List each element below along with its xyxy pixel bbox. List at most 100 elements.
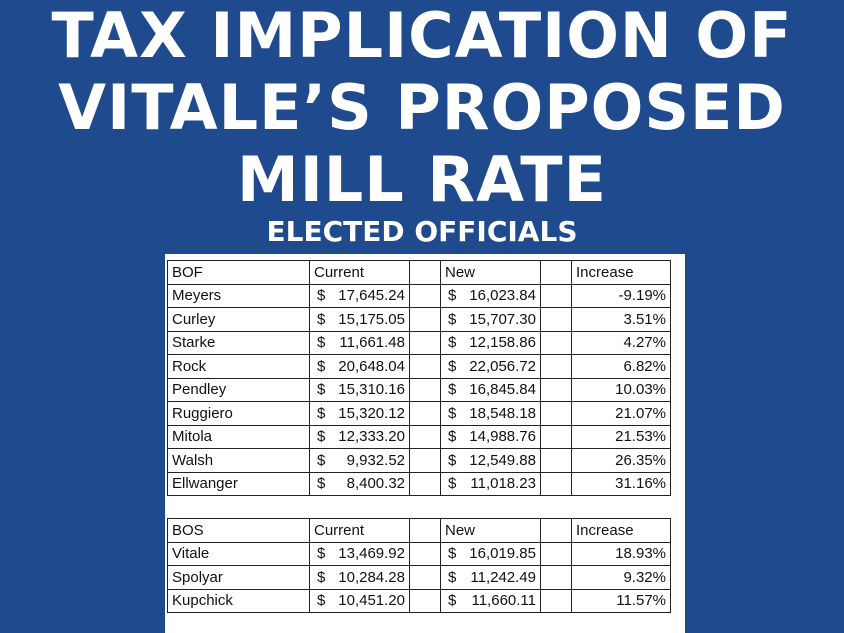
- new-value: 11,018.23: [470, 475, 536, 493]
- table-row: Vitale $13,469.92 $16,019.85 18.93%: [167, 541, 671, 566]
- increase-cell: 26.35%: [571, 448, 671, 473]
- currency-symbol: $: [448, 381, 457, 399]
- current-cell: $15,175.05: [309, 307, 410, 332]
- current-value: 13,469.92: [338, 545, 405, 563]
- empty-cell: [571, 495, 671, 519]
- table-row: Meyers $17,645.24 $16,023.84 -9.19%: [167, 283, 671, 308]
- empty-cell: [540, 307, 572, 332]
- increase-cell: 11.57%: [571, 588, 671, 613]
- spacer-row: [167, 495, 671, 519]
- current-cell: $10,284.28: [309, 565, 410, 590]
- header-cell: Increase: [571, 518, 671, 543]
- name-cell: Curley: [167, 307, 310, 332]
- current-cell: $11,661.48: [309, 330, 410, 355]
- current-value: 17,645.24: [338, 287, 405, 305]
- table-row: Mitola $12,333.20 $14,988.76 21.53%: [167, 424, 671, 449]
- current-value: 15,310.16: [338, 381, 405, 399]
- empty-cell: [540, 283, 572, 308]
- header-cell: New: [440, 260, 541, 285]
- currency-symbol: $: [317, 592, 326, 610]
- empty-cell: [540, 541, 572, 566]
- current-value: 15,320.12: [338, 404, 405, 422]
- current-cell: $9,932.52: [309, 448, 410, 473]
- current-cell: $15,320.12: [309, 401, 410, 426]
- empty-cell: [409, 588, 441, 613]
- table-row: Ruggiero $15,320.12 $18,548.18 21.07%: [167, 401, 671, 426]
- name-cell: Mitola: [167, 424, 310, 449]
- currency-symbol: $: [317, 545, 326, 563]
- new-cell: $14,988.76: [440, 424, 541, 449]
- table-row: Ellwanger $8,400.32 $11,018.23 31.16%: [167, 471, 671, 496]
- name-cell: Pendley: [167, 377, 310, 402]
- empty-cell: [540, 377, 572, 402]
- currency-symbol: $: [317, 568, 326, 586]
- currency-symbol: $: [317, 451, 326, 469]
- currency-symbol: $: [448, 428, 457, 446]
- empty-cell: [540, 330, 572, 355]
- currency-symbol: $: [448, 568, 457, 586]
- empty-cell: [540, 354, 572, 379]
- current-value: 10,451.20: [338, 592, 405, 610]
- currency-symbol: $: [317, 381, 326, 399]
- name-cell: Vitale: [167, 541, 310, 566]
- header-cell: BOF: [167, 260, 310, 285]
- new-cell: $16,845.84: [440, 377, 541, 402]
- header-cell: New: [440, 518, 541, 543]
- table-row: Pendley $15,310.16 $16,845.84 10.03%: [167, 377, 671, 402]
- name-cell: Ellwanger: [167, 471, 310, 496]
- current-value: 20,648.04: [338, 357, 405, 375]
- empty-cell: [540, 424, 572, 449]
- currency-symbol: $: [317, 357, 326, 375]
- empty-cell: [409, 424, 441, 449]
- current-value: 9,932.52: [346, 451, 405, 469]
- table-row: Spolyar $10,284.28 $11,242.49 9.32%: [167, 565, 671, 590]
- new-cell: $15,707.30: [440, 307, 541, 332]
- increase-cell: 6.82%: [571, 354, 671, 379]
- new-value: 11,242.49: [470, 568, 536, 586]
- current-cell: $8,400.32: [309, 471, 410, 496]
- currency-symbol: $: [317, 404, 326, 422]
- title-line-2: VITALE’S PROPOSED: [58, 71, 786, 144]
- new-value: 22,056.72: [469, 357, 536, 375]
- current-cell: $13,469.92: [309, 541, 410, 566]
- currency-symbol: $: [317, 475, 326, 493]
- new-cell: $16,019.85: [440, 541, 541, 566]
- header-cell: BOS: [167, 518, 310, 543]
- empty-cell: [409, 307, 441, 332]
- empty-cell: [409, 495, 441, 519]
- new-cell: $22,056.72: [440, 354, 541, 379]
- current-cell: $17,645.24: [309, 283, 410, 308]
- increase-cell: -9.19%: [571, 283, 671, 308]
- table-row: Kupchick $10,451.20 $11,660.11 11.57%: [167, 588, 671, 613]
- empty-cell: [309, 495, 410, 519]
- currency-symbol: $: [317, 334, 326, 352]
- currency-symbol: $: [448, 334, 457, 352]
- name-cell: Rock: [167, 354, 310, 379]
- currency-symbol: $: [448, 451, 457, 469]
- empty-cell: [409, 401, 441, 426]
- empty-cell: [167, 495, 310, 519]
- current-cell: $15,310.16: [309, 377, 410, 402]
- title-line-1: TAX IMPLICATION OF: [51, 0, 793, 72]
- new-cell: $16,023.84: [440, 283, 541, 308]
- currency-symbol: $: [448, 592, 457, 610]
- currency-symbol: $: [317, 310, 326, 328]
- increase-cell: 21.07%: [571, 401, 671, 426]
- current-value: 11,661.48: [339, 334, 405, 352]
- name-cell: Kupchick: [167, 588, 310, 613]
- new-value: 18,548.18: [469, 404, 536, 422]
- empty-cell: [440, 495, 541, 519]
- currency-symbol: $: [448, 545, 457, 563]
- increase-cell: 18.93%: [571, 541, 671, 566]
- header-cell: Current: [309, 518, 410, 543]
- current-value: 10,284.28: [338, 568, 405, 586]
- empty-cell: [540, 401, 572, 426]
- new-value: 16,845.84: [469, 381, 536, 399]
- empty-cell: [409, 541, 441, 566]
- table-row: Rock $20,648.04 $22,056.72 6.82%: [167, 354, 671, 379]
- current-value: 15,175.05: [338, 310, 405, 328]
- name-cell: Ruggiero: [167, 401, 310, 426]
- new-value: 14,988.76: [469, 428, 536, 446]
- empty-cell: [409, 330, 441, 355]
- name-cell: Spolyar: [167, 565, 310, 590]
